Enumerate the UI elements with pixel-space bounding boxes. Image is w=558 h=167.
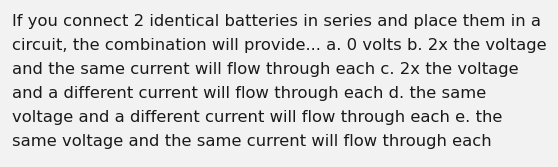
Text: If you connect 2 identical batteries in series and place them in a: If you connect 2 identical batteries in … bbox=[12, 14, 541, 29]
Text: and the same current will flow through each c. 2x the voltage: and the same current will flow through e… bbox=[12, 62, 518, 77]
Text: circuit, the combination will provide... a. 0 volts b. 2x the voltage: circuit, the combination will provide...… bbox=[12, 38, 547, 53]
Text: same voltage and the same current will flow through each: same voltage and the same current will f… bbox=[12, 134, 492, 149]
Text: voltage and a different current will flow through each e. the: voltage and a different current will flo… bbox=[12, 110, 502, 125]
Text: and a different current will flow through each d. the same: and a different current will flow throug… bbox=[12, 86, 486, 101]
